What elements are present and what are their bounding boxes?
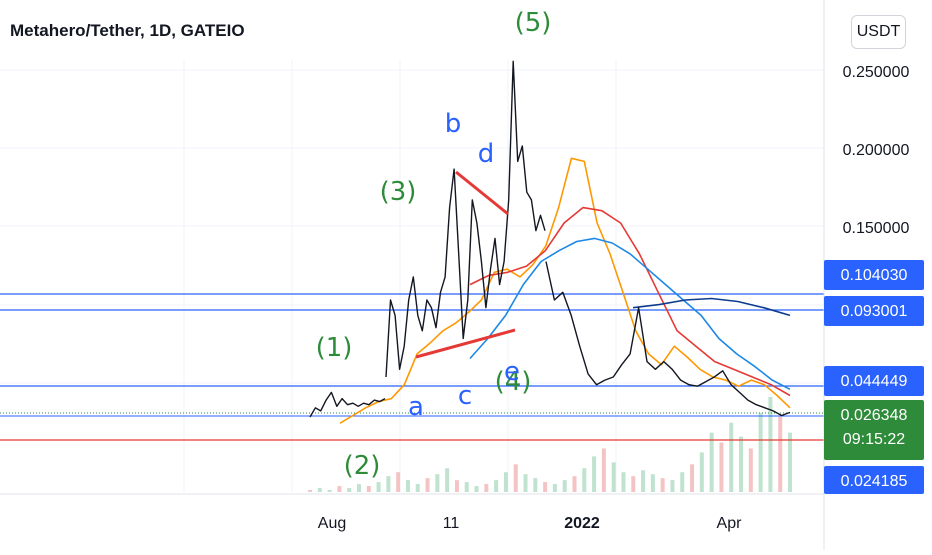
price-tag-current-bg	[824, 400, 924, 460]
volume-bar	[778, 416, 783, 492]
volume-bar	[592, 456, 597, 492]
volume-bar	[435, 474, 440, 492]
volume-bar	[415, 484, 420, 492]
volume-bar	[327, 490, 332, 492]
price-series	[545, 261, 791, 417]
volume-bar	[317, 488, 322, 492]
volume-bar	[729, 422, 734, 492]
volume-bar	[631, 476, 636, 492]
time-tick-label: Apr	[717, 515, 743, 532]
moving-average-line	[469, 206, 791, 397]
volume-bar	[356, 484, 361, 492]
volume-bar	[464, 482, 469, 492]
price-tag-level-bg	[824, 366, 924, 396]
moving-average-line	[632, 297, 791, 317]
moving-average-line	[469, 237, 791, 391]
time-tick-label: Aug	[318, 515, 346, 532]
volume-bar	[680, 472, 685, 492]
volume-bar	[454, 480, 459, 492]
volume-bar	[523, 474, 528, 492]
wave-label: (3)	[380, 177, 417, 207]
volume-bar	[650, 474, 655, 492]
price-tag-level-text: 0.104030	[841, 267, 908, 284]
volume-bar	[347, 488, 352, 492]
volume-bar	[484, 484, 489, 492]
time-tick-label: 11	[443, 515, 460, 532]
chart-title: Metahero/Tether, 1D, GATEIO	[10, 21, 245, 40]
wave-sublabel: d	[478, 139, 495, 169]
wave-sublabel: a	[408, 392, 424, 422]
volume-bar	[405, 480, 410, 492]
volume-bar	[709, 432, 714, 492]
volume-bar	[739, 436, 744, 492]
price-tick-label: 0.200000	[843, 142, 910, 159]
price-series	[385, 60, 546, 378]
volume-bar	[366, 486, 371, 492]
price-tag-current-text: 09:15:22	[843, 431, 905, 448]
volume-bar	[660, 478, 665, 492]
price-tag-level-bg	[824, 466, 924, 494]
volume-bar	[788, 432, 792, 492]
volume-bar	[748, 448, 753, 492]
volume-bar	[494, 480, 499, 492]
price-tag-level-text: 0.024185	[841, 473, 908, 490]
price-tag-level: 0.044449	[824, 366, 924, 396]
volume-bar	[552, 484, 557, 492]
volume-bar	[376, 482, 381, 492]
volume-bar	[690, 464, 695, 492]
volume-bar	[513, 464, 518, 492]
price-series	[309, 391, 386, 418]
price-tick-label: 0.250000	[843, 64, 910, 81]
price-tag-level-text: 0.044449	[841, 373, 908, 390]
volume-bar	[758, 412, 763, 492]
currency-button[interactable]: USDT	[851, 15, 906, 49]
volume-bar	[572, 476, 577, 492]
wave-label: (5)	[515, 8, 552, 38]
trendline	[455, 170, 509, 216]
volume-bar	[601, 448, 606, 492]
price-tag-level: 0.093001	[824, 296, 924, 326]
price-tag-current: 0.026348 09:15:22	[824, 400, 924, 460]
volume-bar	[337, 486, 342, 492]
volume-bar	[386, 476, 391, 492]
volume-bar	[582, 468, 587, 492]
volume-bar	[543, 482, 548, 492]
volume-bar	[503, 472, 508, 492]
volume-bar	[474, 486, 479, 492]
volume-bar	[562, 480, 567, 492]
time-tick-label: 2022	[564, 515, 600, 532]
price-tag-level: 0.104030	[824, 260, 924, 290]
price-tag-level-bg	[824, 296, 924, 326]
volume-bar	[611, 462, 616, 492]
wave-label: (1)	[316, 333, 353, 363]
volume-bar	[621, 472, 626, 492]
volume-bar	[768, 397, 773, 492]
price-tag-level-bg	[824, 260, 924, 290]
volume-bar	[670, 480, 675, 492]
wave-label: (2)	[344, 451, 381, 481]
wave-label: (4)	[495, 367, 532, 397]
wave-sublabel: b	[445, 109, 462, 139]
moving-average-line	[339, 157, 791, 424]
wave-sublabel: e	[504, 357, 520, 387]
volume-bar	[445, 468, 450, 492]
volume-bar	[396, 472, 401, 492]
volume-bar	[308, 490, 312, 492]
volume-bar	[719, 442, 724, 492]
volume-bar	[533, 478, 538, 492]
volume-bar	[699, 452, 704, 492]
trendline	[415, 328, 516, 359]
volume-bar	[641, 470, 646, 492]
price-tag-level: 0.024185	[824, 466, 924, 494]
price-tick-label: 0.150000	[843, 220, 910, 237]
wave-sublabel: c	[458, 381, 472, 411]
price-tag-current-text: 0.026348	[841, 407, 908, 424]
price-tag-level-text: 0.093001	[841, 303, 908, 320]
volume-bar	[425, 478, 430, 492]
